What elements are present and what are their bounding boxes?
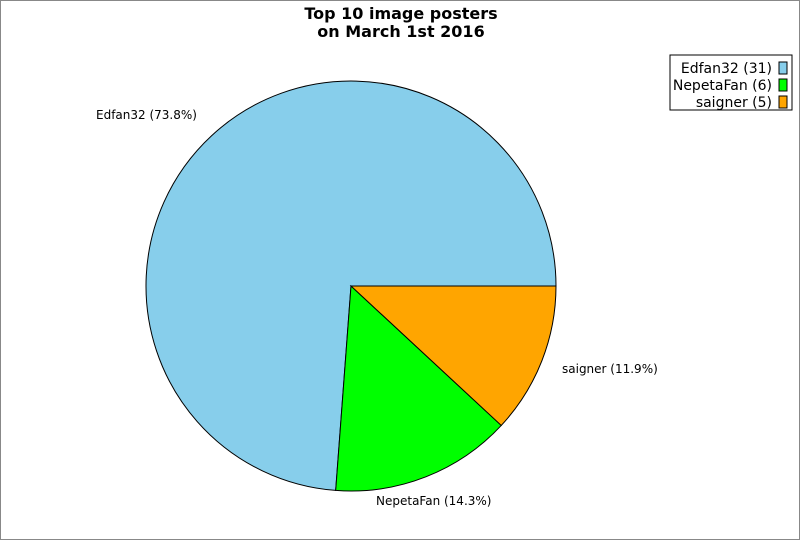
slice-label-edfan32: Edfan32 (73.8%) xyxy=(96,108,197,122)
chart-title-line-2: on March 1st 2016 xyxy=(317,22,484,41)
legend-swatch-saigner xyxy=(778,95,788,109)
pie-slice-saigner xyxy=(349,285,557,427)
legend-swatch-edfan32 xyxy=(778,61,788,75)
legend-label-edfan32: Edfan32 (31) xyxy=(681,61,772,77)
slice-label-nepetafan: NepetaFan (14.3%) xyxy=(376,494,491,508)
legend-box xyxy=(669,54,793,111)
legend-label-saigner: saigner (5) xyxy=(696,95,772,111)
legend-swatch-nepetafan xyxy=(778,78,788,92)
legend-label-nepetafan: NepetaFan (6) xyxy=(673,78,772,94)
slice-label-saigner: saigner (11.9%) xyxy=(562,362,658,376)
pie-slice-nepetafan xyxy=(335,284,502,492)
chart-title-line-1: Top 10 image posters xyxy=(304,4,497,23)
